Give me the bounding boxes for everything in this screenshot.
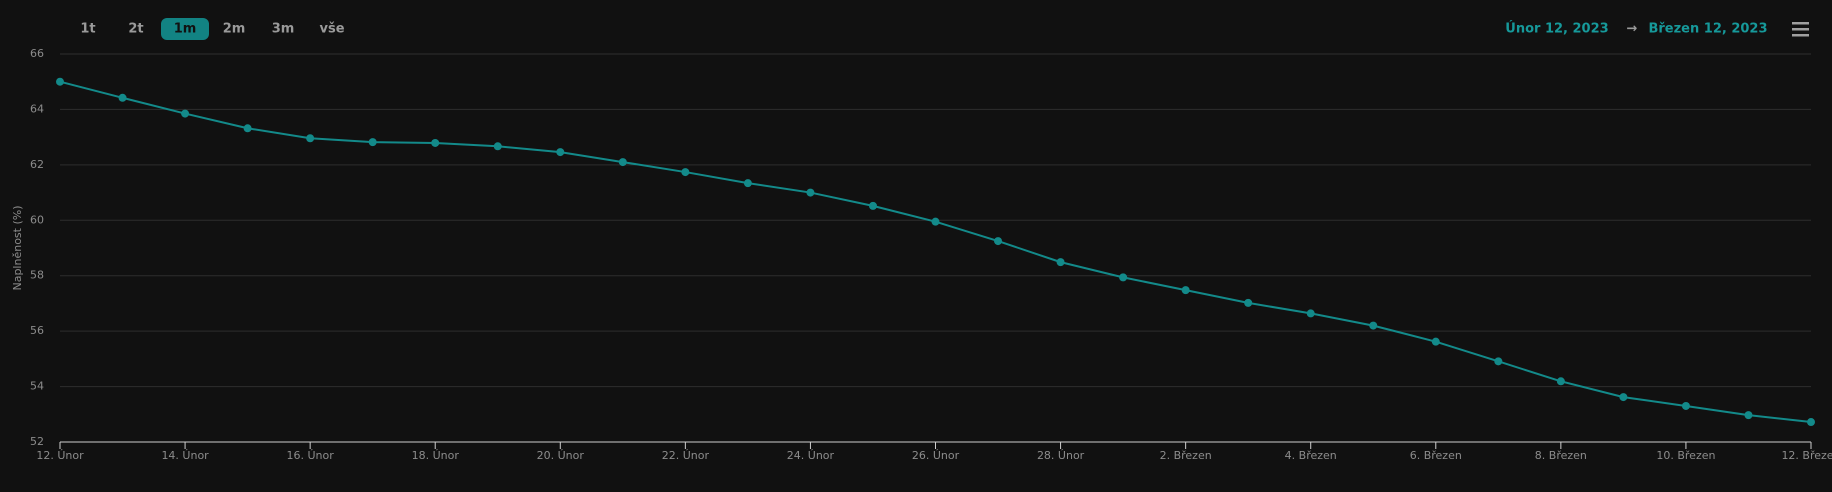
point xyxy=(994,237,1003,246)
y-tick-label: 60 xyxy=(30,213,44,226)
x-tick-label: 16. Únor xyxy=(287,449,335,462)
x-tick-label: 4. Březen xyxy=(1285,449,1337,462)
point xyxy=(1807,418,1815,427)
point xyxy=(1744,411,1753,420)
x-tick-label: 6. Březen xyxy=(1410,449,1462,462)
point xyxy=(1494,357,1503,366)
y-tick-label: 66 xyxy=(30,47,44,60)
point xyxy=(931,217,940,226)
point xyxy=(181,109,190,118)
range-button[interactable]: 1t xyxy=(80,22,95,37)
y-tick-label: 54 xyxy=(30,380,44,393)
x-tick-label: 8. Březen xyxy=(1535,449,1587,462)
point xyxy=(306,134,315,143)
x-tick-label: 24. Únor xyxy=(787,449,835,462)
line xyxy=(59,80,1812,424)
range-arrow: → xyxy=(1627,22,1638,37)
point xyxy=(493,142,502,151)
menu-bar xyxy=(1792,34,1809,37)
x-tick-label: 2. Březen xyxy=(1160,449,1212,462)
range-button[interactable]: 3m xyxy=(272,22,295,37)
menu-bar xyxy=(1792,22,1809,25)
range-button[interactable]: vše xyxy=(319,22,344,37)
point xyxy=(118,93,127,102)
x-tick-label: 18. Únor xyxy=(412,449,460,462)
y-axis-title: Naplněnost (%) xyxy=(11,205,24,290)
menu-bar xyxy=(1792,28,1809,31)
x-tick-label: 28. Únor xyxy=(1037,449,1085,462)
range-to[interactable]: Březen 12, 2023 xyxy=(1648,22,1767,37)
point xyxy=(556,148,565,157)
y-tick-label: 56 xyxy=(30,324,44,337)
point xyxy=(431,138,440,147)
point xyxy=(618,158,627,167)
point xyxy=(1181,286,1190,295)
point xyxy=(806,188,815,197)
point xyxy=(681,168,690,177)
point xyxy=(56,77,64,86)
range-button[interactable]: 2t xyxy=(128,22,143,37)
x-tick-label: 26. Únor xyxy=(912,449,960,462)
point xyxy=(1369,321,1378,330)
x-tick-label: 12. Únor xyxy=(36,449,84,462)
point xyxy=(1244,298,1253,307)
point xyxy=(368,138,377,147)
point xyxy=(1619,393,1628,402)
point xyxy=(868,201,877,210)
point xyxy=(743,179,752,188)
x-tick-label: 10. Březen xyxy=(1656,449,1715,462)
x-tick-label: 14. Únor xyxy=(161,449,209,462)
range-button[interactable]: 1m xyxy=(174,22,197,37)
range-button[interactable]: 2m xyxy=(223,22,246,37)
x-tick-label: 12. Březen xyxy=(1781,449,1832,462)
point xyxy=(1556,377,1565,386)
y-tick-label: 52 xyxy=(30,435,44,448)
point xyxy=(1056,258,1065,267)
x-tick-label: 20. Únor xyxy=(537,449,585,462)
point xyxy=(1431,337,1440,346)
y-tick-label: 64 xyxy=(30,102,44,115)
point xyxy=(1306,309,1315,318)
y-tick-label: 58 xyxy=(30,269,44,282)
y-tick-label: 62 xyxy=(30,158,44,171)
menu-icon[interactable] xyxy=(1792,22,1809,37)
point xyxy=(1119,273,1128,282)
point xyxy=(243,124,252,133)
point xyxy=(1681,401,1690,410)
active-button-bg xyxy=(161,18,209,40)
x-tick-label: 22. Únor xyxy=(662,449,710,462)
range-from[interactable]: Únor 12, 2023 xyxy=(1505,21,1608,37)
